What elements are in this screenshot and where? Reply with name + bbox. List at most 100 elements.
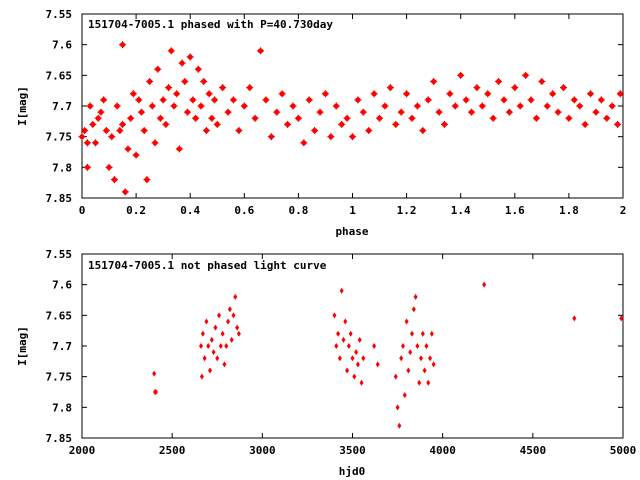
data-point bbox=[116, 127, 124, 135]
data-point bbox=[231, 312, 236, 319]
data-point bbox=[446, 90, 454, 98]
data-point bbox=[153, 389, 158, 395]
data-point bbox=[175, 145, 183, 153]
y-tick-label: 7.7 bbox=[52, 340, 72, 353]
data-point bbox=[202, 355, 207, 362]
data-point bbox=[495, 77, 503, 85]
data-point bbox=[346, 343, 351, 349]
data-point bbox=[192, 114, 200, 122]
x-tick-label: 1 bbox=[349, 204, 356, 217]
data-point bbox=[284, 120, 292, 128]
data-point bbox=[83, 163, 91, 171]
data-point bbox=[170, 102, 178, 110]
data-point bbox=[332, 102, 340, 110]
data-point bbox=[205, 90, 213, 98]
data-point bbox=[511, 84, 519, 92]
data-point bbox=[435, 108, 443, 116]
data-point bbox=[227, 306, 232, 313]
data-point bbox=[417, 379, 422, 386]
data-point bbox=[197, 102, 205, 110]
data-point bbox=[614, 120, 622, 128]
data-point bbox=[211, 349, 216, 356]
data-point bbox=[208, 114, 216, 122]
data-point bbox=[402, 392, 407, 399]
x-tick-label: 2 bbox=[620, 204, 627, 217]
phased-x-ticks: 0 0.2 0.4 0.6 0.8 1 1.2 1.4 1.6 1.8 2 bbox=[79, 14, 627, 217]
data-point bbox=[138, 108, 146, 116]
y-tick-label: 7.65 bbox=[46, 309, 73, 322]
data-point bbox=[345, 367, 350, 374]
data-point bbox=[218, 343, 223, 349]
data-point bbox=[200, 77, 208, 85]
data-point bbox=[208, 367, 213, 374]
unphased-y-ticks: 7.55 7.6 7.65 7.7 7.75 7.8 7.85 bbox=[46, 248, 623, 445]
data-point bbox=[370, 90, 378, 98]
data-point bbox=[305, 96, 313, 104]
data-point bbox=[229, 96, 237, 104]
data-point bbox=[413, 293, 418, 300]
x-tick-label: 3500 bbox=[339, 444, 366, 457]
data-point bbox=[397, 108, 405, 116]
data-point bbox=[267, 133, 275, 141]
x-tick-label: 2000 bbox=[69, 444, 96, 457]
data-point bbox=[220, 330, 225, 337]
data-point bbox=[532, 114, 540, 122]
data-point bbox=[359, 379, 364, 386]
data-point bbox=[420, 330, 425, 337]
data-point bbox=[357, 336, 362, 343]
data-point bbox=[316, 108, 324, 116]
data-point bbox=[422, 367, 427, 374]
y-tick-label: 7.85 bbox=[46, 432, 73, 445]
data-point bbox=[224, 108, 232, 116]
data-point bbox=[616, 90, 624, 98]
phased-plot-frame bbox=[81, 13, 624, 199]
data-point bbox=[132, 151, 140, 159]
data-point bbox=[165, 84, 173, 92]
data-point bbox=[381, 102, 389, 110]
data-point bbox=[143, 176, 151, 184]
y-tick-label: 7.55 bbox=[46, 8, 73, 21]
data-point bbox=[408, 114, 416, 122]
data-point bbox=[341, 336, 346, 343]
y-tick-label: 7.7 bbox=[52, 100, 72, 113]
data-point bbox=[395, 404, 400, 411]
data-point bbox=[215, 355, 220, 362]
data-point bbox=[354, 96, 362, 104]
data-point bbox=[81, 127, 89, 135]
data-point bbox=[352, 373, 357, 380]
data-point bbox=[100, 96, 108, 104]
phased-y-axis-label: I[mag] bbox=[16, 86, 29, 126]
data-point bbox=[110, 176, 118, 184]
data-point bbox=[339, 287, 344, 294]
phased-plot-title: 151704-7005.1 phased with P=40.730day bbox=[88, 18, 333, 31]
data-point bbox=[608, 102, 616, 110]
data-point bbox=[354, 349, 359, 356]
data-point bbox=[229, 336, 234, 343]
x-tick-label: 0.8 bbox=[288, 204, 308, 217]
x-tick-label: 1.4 bbox=[451, 204, 471, 217]
data-point bbox=[376, 114, 384, 122]
data-point bbox=[251, 114, 259, 122]
x-tick-label: 4000 bbox=[429, 444, 456, 457]
data-point bbox=[152, 370, 157, 377]
data-point bbox=[94, 114, 102, 122]
data-point bbox=[338, 120, 346, 128]
data-point bbox=[235, 127, 243, 135]
phased-light-curve-panel: 151704-7005.1 phased with P=40.730day ph… bbox=[16, 8, 626, 238]
x-tick-label: 3000 bbox=[249, 444, 276, 457]
data-point bbox=[162, 120, 170, 128]
data-point bbox=[289, 102, 297, 110]
x-tick-label: 1.6 bbox=[505, 204, 525, 217]
y-tick-label: 7.8 bbox=[52, 161, 72, 174]
data-point bbox=[204, 318, 209, 325]
data-point bbox=[321, 90, 329, 98]
data-point bbox=[516, 102, 524, 110]
data-point bbox=[294, 114, 302, 122]
data-point bbox=[424, 343, 429, 349]
data-point bbox=[235, 324, 240, 331]
data-point bbox=[349, 133, 356, 141]
data-point bbox=[181, 77, 189, 85]
data-point bbox=[119, 120, 127, 128]
data-point bbox=[440, 120, 448, 128]
